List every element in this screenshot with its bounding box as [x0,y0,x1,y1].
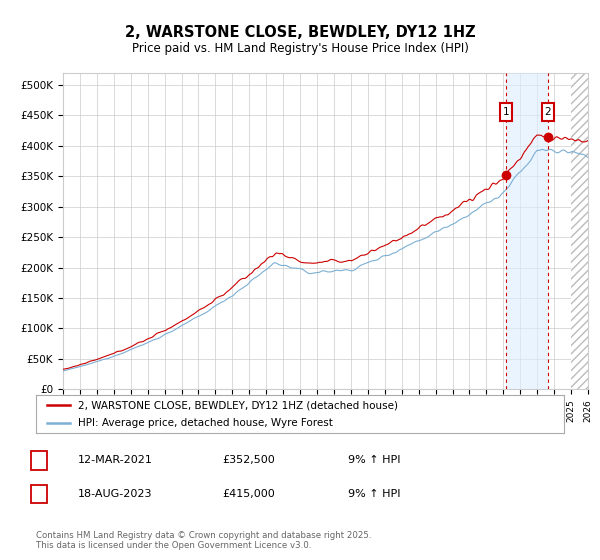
Text: 2: 2 [35,489,43,499]
Bar [500,103,512,122]
Text: 2, WARSTONE CLOSE, BEWDLEY, DY12 1HZ: 2, WARSTONE CLOSE, BEWDLEY, DY12 1HZ [125,25,475,40]
Bar [506,73,548,389]
Text: HPI: Average price, detached house, Wyre Forest: HPI: Average price, detached house, Wyre… [78,418,333,428]
Text: 18-AUG-2023: 18-AUG-2023 [78,489,152,499]
Bar [571,73,588,389]
Text: 9% ↑ HPI: 9% ↑ HPI [348,455,401,465]
Bar [542,103,554,122]
Text: 1: 1 [503,108,509,118]
Text: 9% ↑ HPI: 9% ↑ HPI [348,489,401,499]
Text: Price paid vs. HM Land Registry's House Price Index (HPI): Price paid vs. HM Land Registry's House … [131,42,469,55]
Text: £415,000: £415,000 [222,489,275,499]
Text: Contains HM Land Registry data © Crown copyright and database right 2025.
This d: Contains HM Land Registry data © Crown c… [36,530,371,550]
Text: 1: 1 [35,455,43,465]
Text: 12-MAR-2021: 12-MAR-2021 [78,455,153,465]
Text: £352,500: £352,500 [222,455,275,465]
Text: 2, WARSTONE CLOSE, BEWDLEY, DY12 1HZ (detached house): 2, WARSTONE CLOSE, BEWDLEY, DY12 1HZ (de… [78,400,398,410]
Text: 2: 2 [544,108,551,118]
Bar [571,73,588,389]
